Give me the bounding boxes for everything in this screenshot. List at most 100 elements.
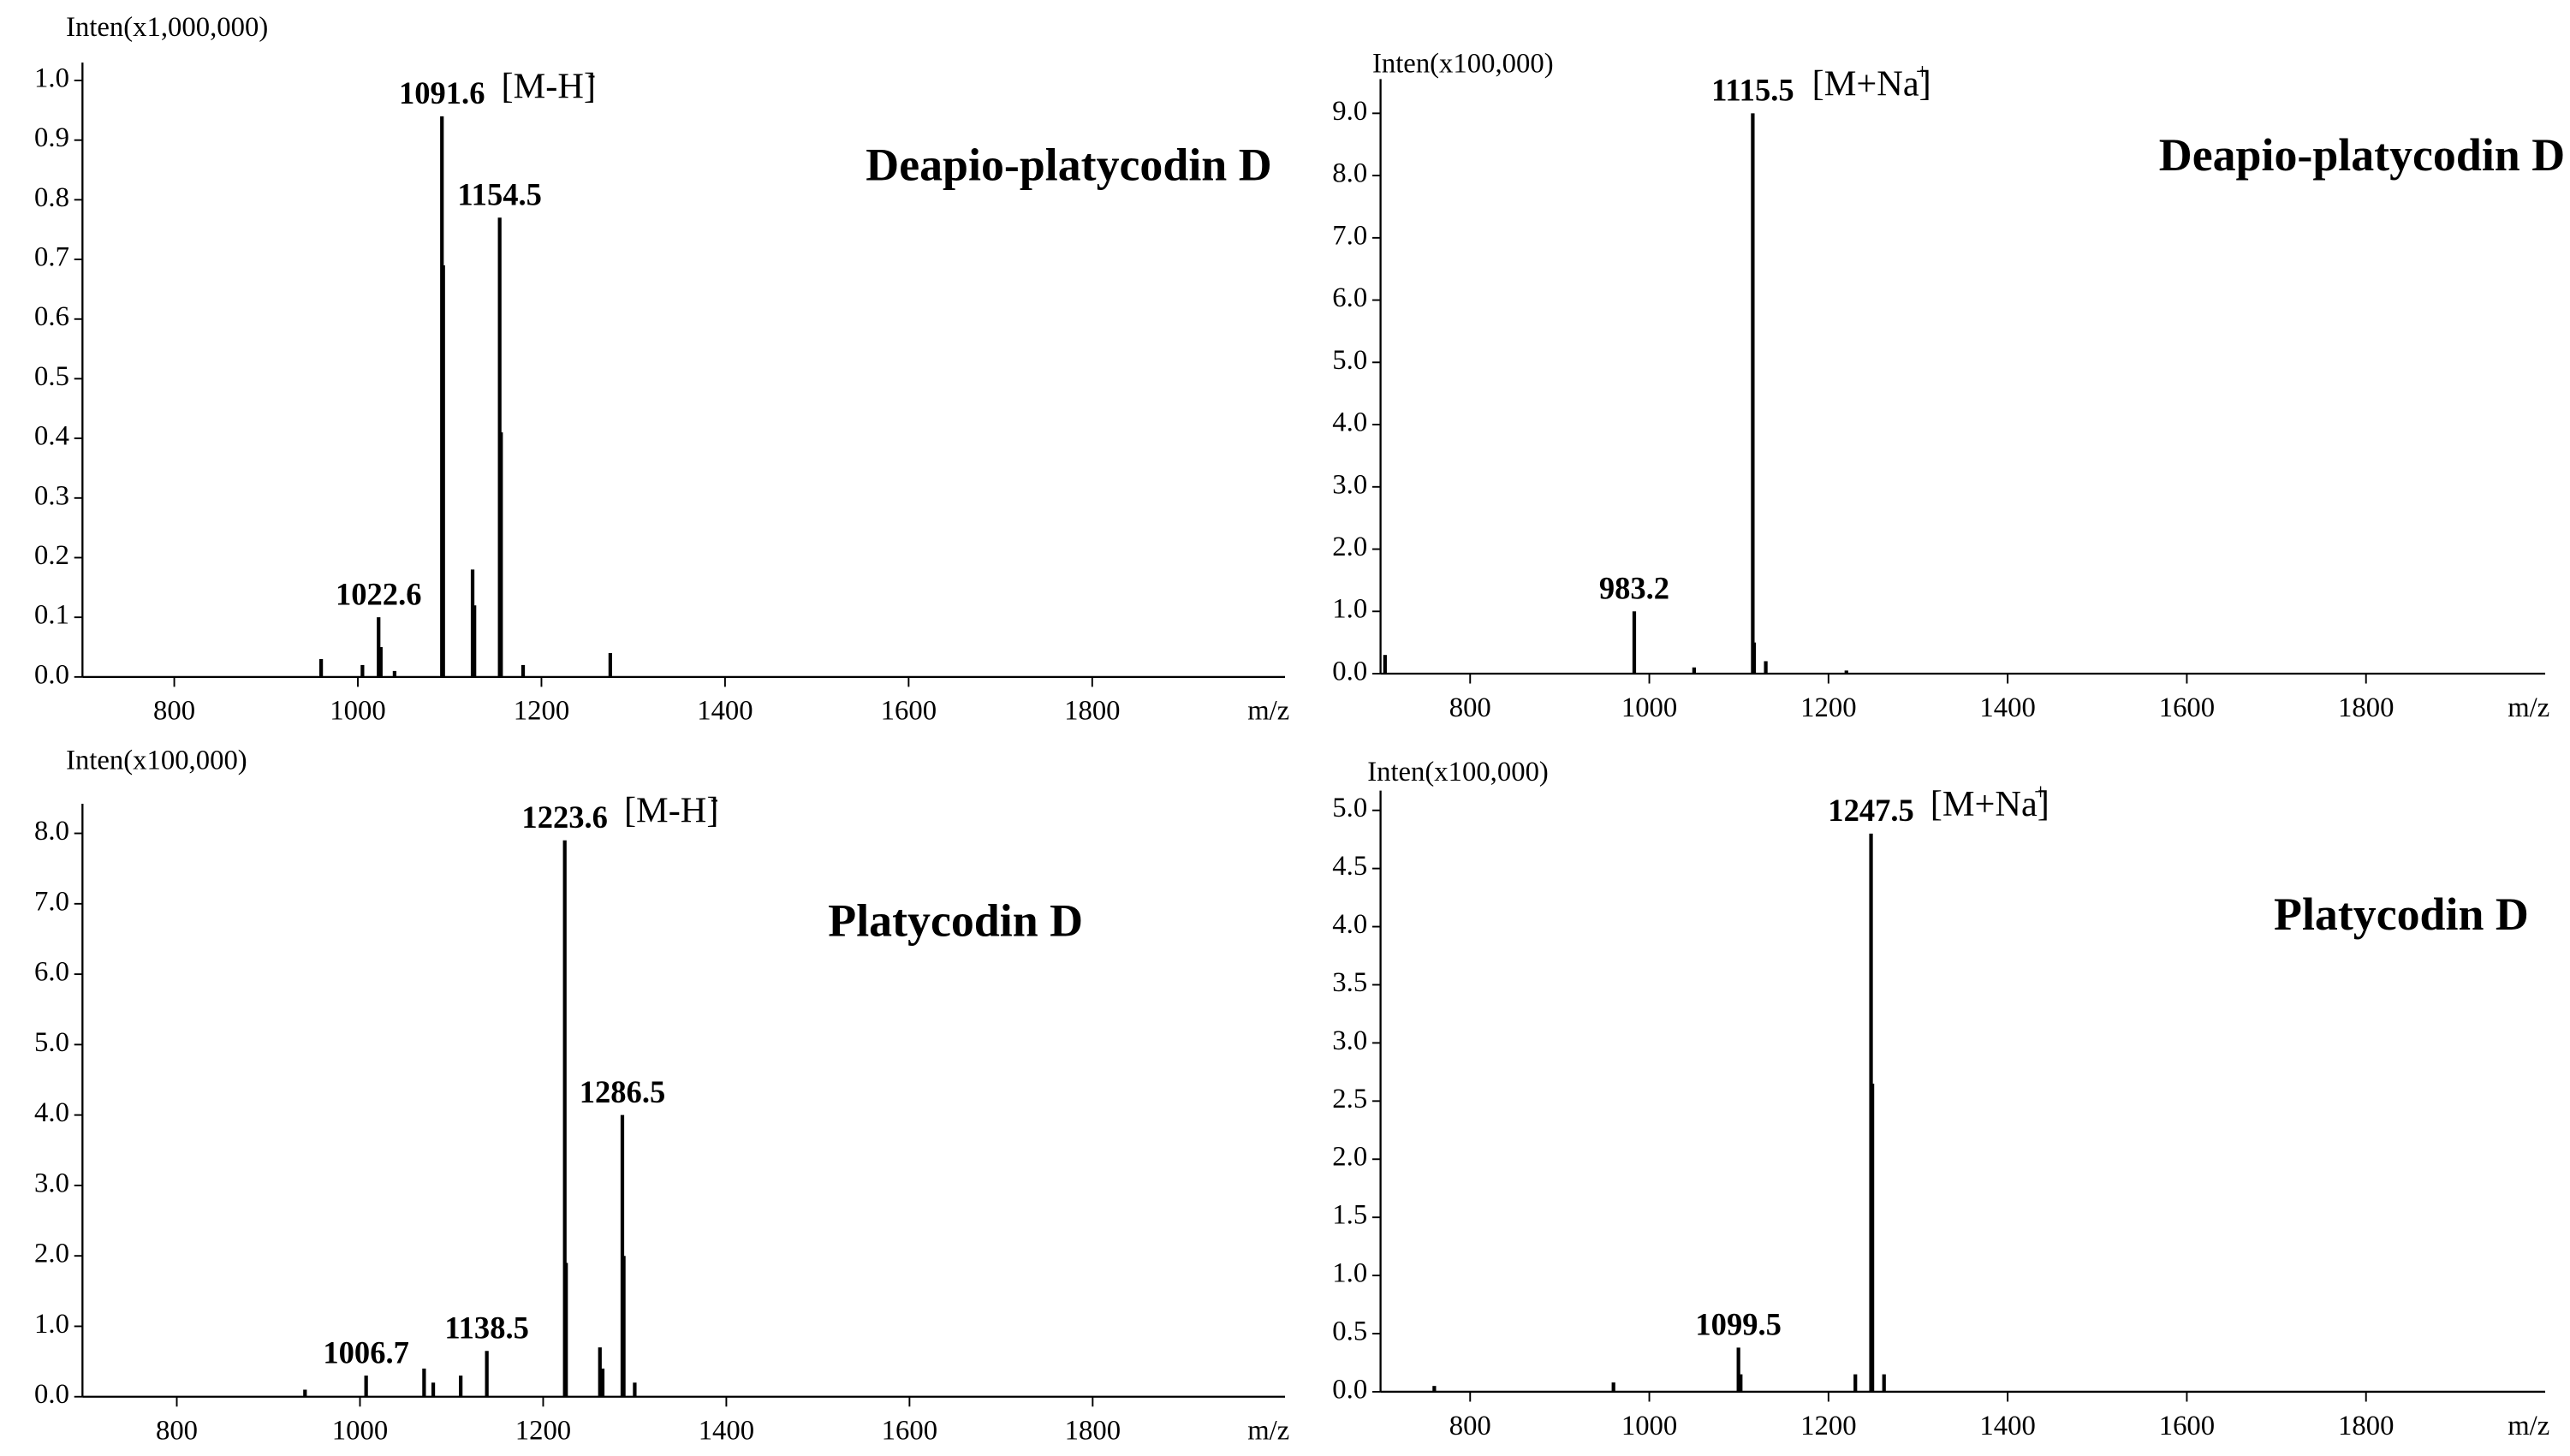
peak-label: 1223.6 <box>521 799 608 835</box>
y-tick-label: 0.8 <box>34 182 69 213</box>
y-tick-label: 0.3 <box>34 480 69 511</box>
annotation-sup: - <box>588 62 596 87</box>
panel-title: Platycodin D <box>828 895 1083 947</box>
y-tick-label: 8.0 <box>1332 158 1367 189</box>
x-tick-label: 1000 <box>1621 1411 1677 1441</box>
x-tick-label: 1200 <box>515 1416 571 1447</box>
y-tick-label: 3.0 <box>1332 469 1367 500</box>
y-tick-label: 4.0 <box>1332 909 1367 940</box>
x-tick-label: 1000 <box>1621 692 1677 723</box>
y-tick-label: 6.0 <box>1332 282 1367 313</box>
peak-label: 1115.5 <box>1711 73 1794 108</box>
x-tick-label: 800 <box>1449 1411 1491 1441</box>
y-tick-label: 9.0 <box>1332 96 1367 127</box>
x-tick-label: 1000 <box>332 1416 388 1447</box>
y-tick-label: 2.0 <box>1332 1142 1367 1173</box>
y-axis-label: Inten(x100,000) <box>66 745 247 776</box>
y-tick-label: 0.0 <box>34 1379 69 1410</box>
x-tick-label: 1200 <box>1800 1411 1856 1441</box>
x-axis-label: m/z <box>1247 1416 1289 1447</box>
peak-label: 1091.6 <box>399 75 485 110</box>
y-tick-label: 0.2 <box>34 540 69 571</box>
y-tick-label: 0.6 <box>34 301 69 332</box>
x-tick-label: 1600 <box>2159 692 2215 723</box>
panel-title: Deapio-platycodin D <box>866 140 1271 191</box>
y-tick-label: 4.5 <box>1332 851 1367 882</box>
y-tick-label: 0.7 <box>34 242 69 273</box>
y-tick-label: 2.5 <box>1332 1084 1367 1114</box>
y-axis-label: Inten(x100,000) <box>1367 757 1549 787</box>
y-tick-label: 4.0 <box>1332 407 1367 438</box>
x-tick-label: 1800 <box>2338 1411 2394 1441</box>
peak-label: 1022.6 <box>336 576 422 611</box>
peak-label: 1154.5 <box>457 177 541 212</box>
x-tick-label: 1600 <box>2159 1411 2215 1441</box>
y-tick-label: 1.0 <box>1332 594 1367 625</box>
spectrum-panel: Inten(x100,000) m/z Deapio-platycodin D 0.0… <box>1332 48 2565 722</box>
y-tick-label: 0.5 <box>1332 1316 1367 1347</box>
y-tick-label: 6.0 <box>34 957 69 988</box>
y-tick-label: 2.0 <box>1332 532 1367 562</box>
x-tick-label: 1200 <box>514 696 569 727</box>
annotation: [M-H] <box>624 791 718 831</box>
peak-label: 1286.5 <box>580 1074 666 1109</box>
y-tick-label: 0.5 <box>34 361 69 392</box>
y-tick-label: 7.0 <box>34 886 69 917</box>
y-tick-label: 5.0 <box>1332 345 1367 376</box>
y-tick-label: 3.5 <box>1332 967 1367 998</box>
y-tick-label: 0.0 <box>1332 1374 1367 1405</box>
x-tick-label: 1000 <box>330 696 385 727</box>
y-tick-label: 2.0 <box>34 1239 69 1269</box>
x-tick-label: 1600 <box>882 1416 937 1447</box>
x-tick-label: 1800 <box>2338 692 2394 723</box>
x-axis-label: m/z <box>2508 692 2549 723</box>
x-tick-label: 1200 <box>1800 692 1856 723</box>
panel-title: Deapio-platycodin D <box>2159 129 2565 181</box>
y-tick-label: 1.0 <box>34 1309 69 1340</box>
y-tick-label: 7.0 <box>1332 220 1367 251</box>
y-tick-label: 5.0 <box>1332 793 1367 823</box>
x-axis-label: m/z <box>2508 1411 2549 1441</box>
annotation: [M-H] <box>501 67 596 107</box>
peak-label: 1006.7 <box>323 1334 409 1370</box>
x-tick-label: 800 <box>153 696 195 727</box>
y-tick-label: 3.0 <box>34 1168 69 1198</box>
y-tick-label: 0.0 <box>1332 657 1367 687</box>
x-tick-label: 800 <box>1449 692 1491 723</box>
peak-label: 1247.5 <box>1828 793 1914 828</box>
x-tick-label: 1800 <box>1065 1416 1121 1447</box>
y-tick-label: 4.0 <box>34 1097 69 1128</box>
y-tick-label: 0.9 <box>34 122 69 153</box>
annotation-sup: + <box>1916 58 1929 84</box>
x-tick-label: 1600 <box>881 696 937 727</box>
annotation: [M+Na] <box>1812 63 1931 104</box>
panel-title: Platycodin D <box>2274 888 2529 940</box>
x-tick-label: 1400 <box>697 696 753 727</box>
y-tick-label: 0.0 <box>34 659 69 690</box>
peak-label: 1138.5 <box>444 1310 529 1346</box>
spectrum-panel: Inten(x100,000) m/z Platycodin D 0.0 1.0 2.0 3… <box>34 745 1289 1446</box>
x-tick-label: 1400 <box>1979 1411 2035 1441</box>
y-tick-label: 1.0 <box>1332 1258 1367 1289</box>
x-axis-label: m/z <box>1247 696 1289 727</box>
y-tick-label: 1.0 <box>34 63 69 94</box>
annotation-sup: + <box>2034 779 2047 805</box>
y-tick-label: 8.0 <box>34 816 69 847</box>
y-tick-label: 0.1 <box>34 600 69 631</box>
spectrum-panel: Inten(x100,000) m/z Platycodin D 0.0 0.5 1.0 1… <box>1332 757 2549 1441</box>
x-tick-label: 800 <box>156 1416 198 1447</box>
y-tick-label: 3.0 <box>1332 1025 1367 1056</box>
annotation: [M+Na] <box>1930 784 2049 824</box>
y-axis-label: Inten(x100,000) <box>1372 48 1554 79</box>
annotation-sup: - <box>711 786 718 811</box>
x-tick-label: 1400 <box>699 1416 754 1447</box>
y-tick-label: 5.0 <box>34 1027 69 1058</box>
spectrum-panel: Inten(x1,000,000) m/z Deapio-platycodin D 0… <box>34 12 1289 727</box>
x-tick-label: 1800 <box>1064 696 1120 727</box>
y-axis-label: Inten(x1,000,000) <box>66 12 268 43</box>
x-tick-label: 1400 <box>1979 692 2035 723</box>
peak-label: 1099.5 <box>1695 1307 1782 1342</box>
y-tick-label: 1.5 <box>1332 1200 1367 1231</box>
peak-label: 983.2 <box>1599 571 1669 606</box>
